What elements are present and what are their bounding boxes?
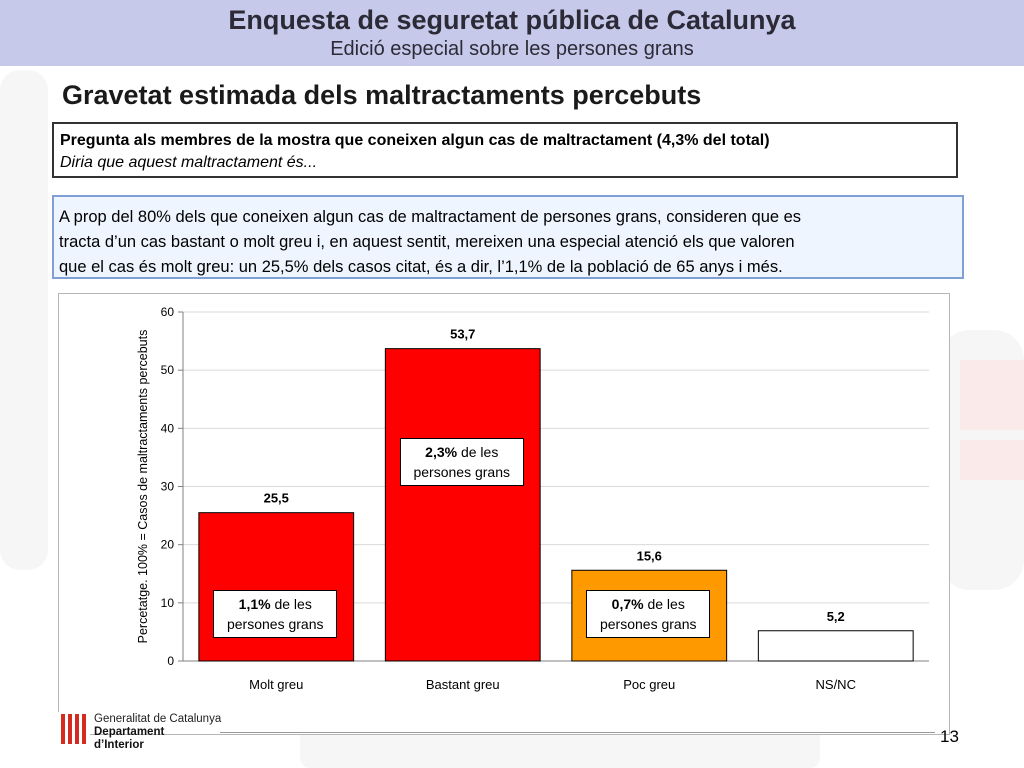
y-tick-label: 30 (161, 480, 175, 494)
y-tick-label: 10 (161, 596, 175, 610)
bar-value-label: 5,2 (827, 609, 845, 624)
logo-line-generalitat: Generalitat de Catalunya (94, 713, 222, 725)
footer-logo-text: Generalitat de Catalunya Departament d’I… (94, 713, 221, 752)
bar-value-label: 53,7 (450, 327, 475, 342)
logo-line-interior: d’Interior (94, 739, 144, 751)
annotation-line-2: persones grans (413, 463, 510, 480)
footer-divider (220, 732, 935, 733)
annotation-text: de les (643, 596, 685, 612)
x-category-label: NS/NC (816, 677, 856, 692)
question-prompt: Diria que aquest maltractament és... (60, 154, 318, 171)
y-tick-label: 20 (161, 538, 175, 552)
annotation-percent: 2,3% (425, 443, 458, 460)
y-tick-label: 0 (167, 654, 174, 668)
page-number: 13 (940, 727, 959, 746)
annotation-text: de les (457, 443, 499, 460)
bar-chart: 0 10 20 30 40 50 60 Percetatge. 100% = Casos de… (136, 305, 929, 692)
annotation-text: de les (270, 596, 312, 612)
header-bar: Enquesta de seguretat pública de Catalun… (0, 0, 1024, 66)
annotation-box: 1,1% de les persones grans (213, 590, 338, 638)
annotation-line-1: 0,7% de les (587, 594, 709, 614)
annotation-line-1: 1,1% de les (214, 594, 336, 614)
annotation-line-1: 2,3% de les (401, 442, 523, 462)
x-category-label: Poc greu (623, 677, 675, 692)
question-text: Pregunta als membres de la mostra que co… (60, 132, 770, 149)
info-line-2: tracta d’un cas bastant o molt greu i, e… (59, 233, 795, 251)
bar-4 (757, 630, 914, 662)
bar-2 (384, 348, 541, 662)
x-category-label: Molt greu (249, 677, 303, 692)
x-category-label: Bastant greu (426, 677, 500, 692)
annotation-box: 0,7% de les persones grans (586, 590, 711, 638)
chart-frame: 0 10 20 30 40 50 60 Percetatge. 100% = Casos de… (58, 293, 950, 735)
y-tick-label: 60 (161, 305, 175, 319)
y-tick-label: 50 (161, 363, 175, 377)
annotation-percent: 1,1% (238, 596, 271, 612)
bar-1 (198, 512, 355, 662)
y-tick-label: 40 (161, 421, 175, 435)
logo-line-departament: Departament (94, 726, 165, 738)
bar-value-label: 15,6 (637, 548, 662, 563)
question-box: Pregunta als membres de la mostra que co… (52, 122, 958, 178)
info-line-3: que el cas és molt greu: un 25,5% dels c… (59, 258, 783, 276)
bar-value-label: 25,5 (264, 491, 289, 506)
annotation-box: 2,3% de les persones grans (399, 437, 524, 486)
info-box: A prop del 80% dels que coneixen algun c… (52, 195, 964, 279)
info-line-1: A prop del 80% dels que coneixen algun c… (59, 208, 802, 226)
slide-title: Gravetat estimada dels maltractaments pe… (62, 80, 702, 110)
y-axis-label: Percetatge. 100% = Casos de maltractamen… (136, 330, 150, 644)
header-title: Enquesta de seguretat pública de Catalun… (228, 5, 796, 35)
generalitat-logo-icon (58, 712, 90, 746)
annotation-percent: 0,7% (611, 596, 644, 612)
annotation-line-2: persones grans (226, 616, 324, 632)
annotation-line-2: persones grans (599, 616, 697, 632)
header-subtitle: Edició especial sobre les persones grans (330, 38, 694, 60)
